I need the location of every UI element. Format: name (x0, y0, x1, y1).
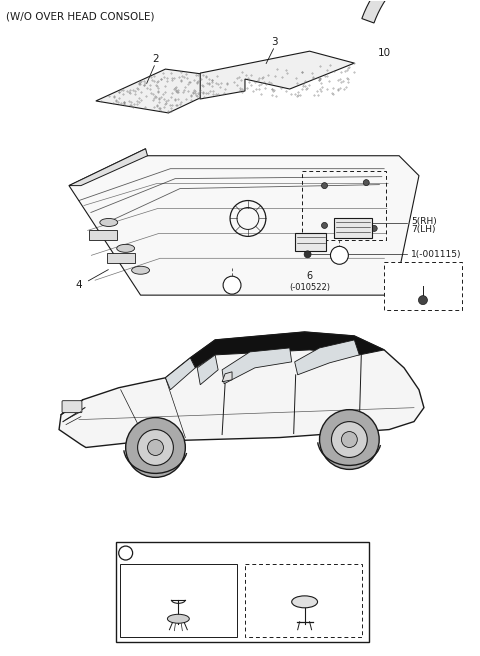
Text: (001115-): (001115-) (402, 266, 444, 275)
Text: 2: 2 (152, 54, 159, 64)
Polygon shape (200, 51, 354, 99)
Circle shape (320, 409, 379, 470)
Text: 3: 3 (272, 37, 278, 47)
Text: a: a (123, 548, 128, 558)
Text: (-010316): (-010316) (156, 571, 201, 581)
Polygon shape (59, 332, 424, 447)
Polygon shape (222, 372, 232, 382)
Bar (120, 564, 237, 637)
FancyBboxPatch shape (295, 234, 326, 251)
FancyBboxPatch shape (384, 262, 462, 310)
Ellipse shape (117, 244, 134, 253)
Text: a: a (229, 281, 235, 290)
Polygon shape (69, 149, 419, 295)
Polygon shape (166, 358, 195, 390)
Polygon shape (96, 69, 240, 113)
Text: 1(-001115): 1(-001115) (411, 250, 461, 259)
Circle shape (126, 418, 185, 478)
Polygon shape (197, 355, 218, 385)
Text: 1: 1 (420, 276, 426, 285)
Polygon shape (190, 332, 384, 368)
FancyBboxPatch shape (62, 401, 82, 413)
Circle shape (341, 432, 357, 447)
Ellipse shape (132, 266, 150, 274)
Text: 9: 9 (175, 583, 181, 593)
Polygon shape (69, 149, 147, 186)
Circle shape (147, 440, 164, 455)
Circle shape (332, 422, 367, 457)
Circle shape (138, 430, 173, 465)
Circle shape (119, 546, 132, 560)
Ellipse shape (292, 596, 318, 608)
Text: 7(LH): 7(LH) (411, 225, 435, 234)
Ellipse shape (168, 614, 189, 623)
Circle shape (223, 276, 241, 294)
Polygon shape (362, 0, 480, 23)
Bar (116, 542, 369, 642)
Circle shape (330, 247, 348, 264)
Text: (010316-): (010316-) (282, 571, 327, 581)
Text: 4: 4 (76, 280, 82, 290)
Circle shape (363, 180, 369, 186)
Circle shape (322, 222, 327, 228)
Polygon shape (222, 348, 292, 384)
Text: 9: 9 (301, 583, 308, 593)
Circle shape (304, 251, 311, 258)
FancyBboxPatch shape (89, 230, 117, 240)
Text: 5(RH): 5(RH) (411, 217, 437, 226)
Text: (-010522): (-010522) (289, 283, 330, 292)
Text: 10: 10 (378, 48, 391, 58)
Circle shape (322, 182, 327, 188)
Circle shape (419, 296, 427, 304)
FancyBboxPatch shape (107, 253, 134, 263)
Text: a: a (336, 251, 342, 260)
FancyBboxPatch shape (335, 218, 372, 238)
Text: (W/O OVER HEAD CONSOLE): (W/O OVER HEAD CONSOLE) (6, 11, 155, 22)
Ellipse shape (100, 218, 118, 226)
Circle shape (371, 226, 377, 232)
Text: 6: 6 (307, 271, 312, 281)
Polygon shape (295, 340, 360, 375)
